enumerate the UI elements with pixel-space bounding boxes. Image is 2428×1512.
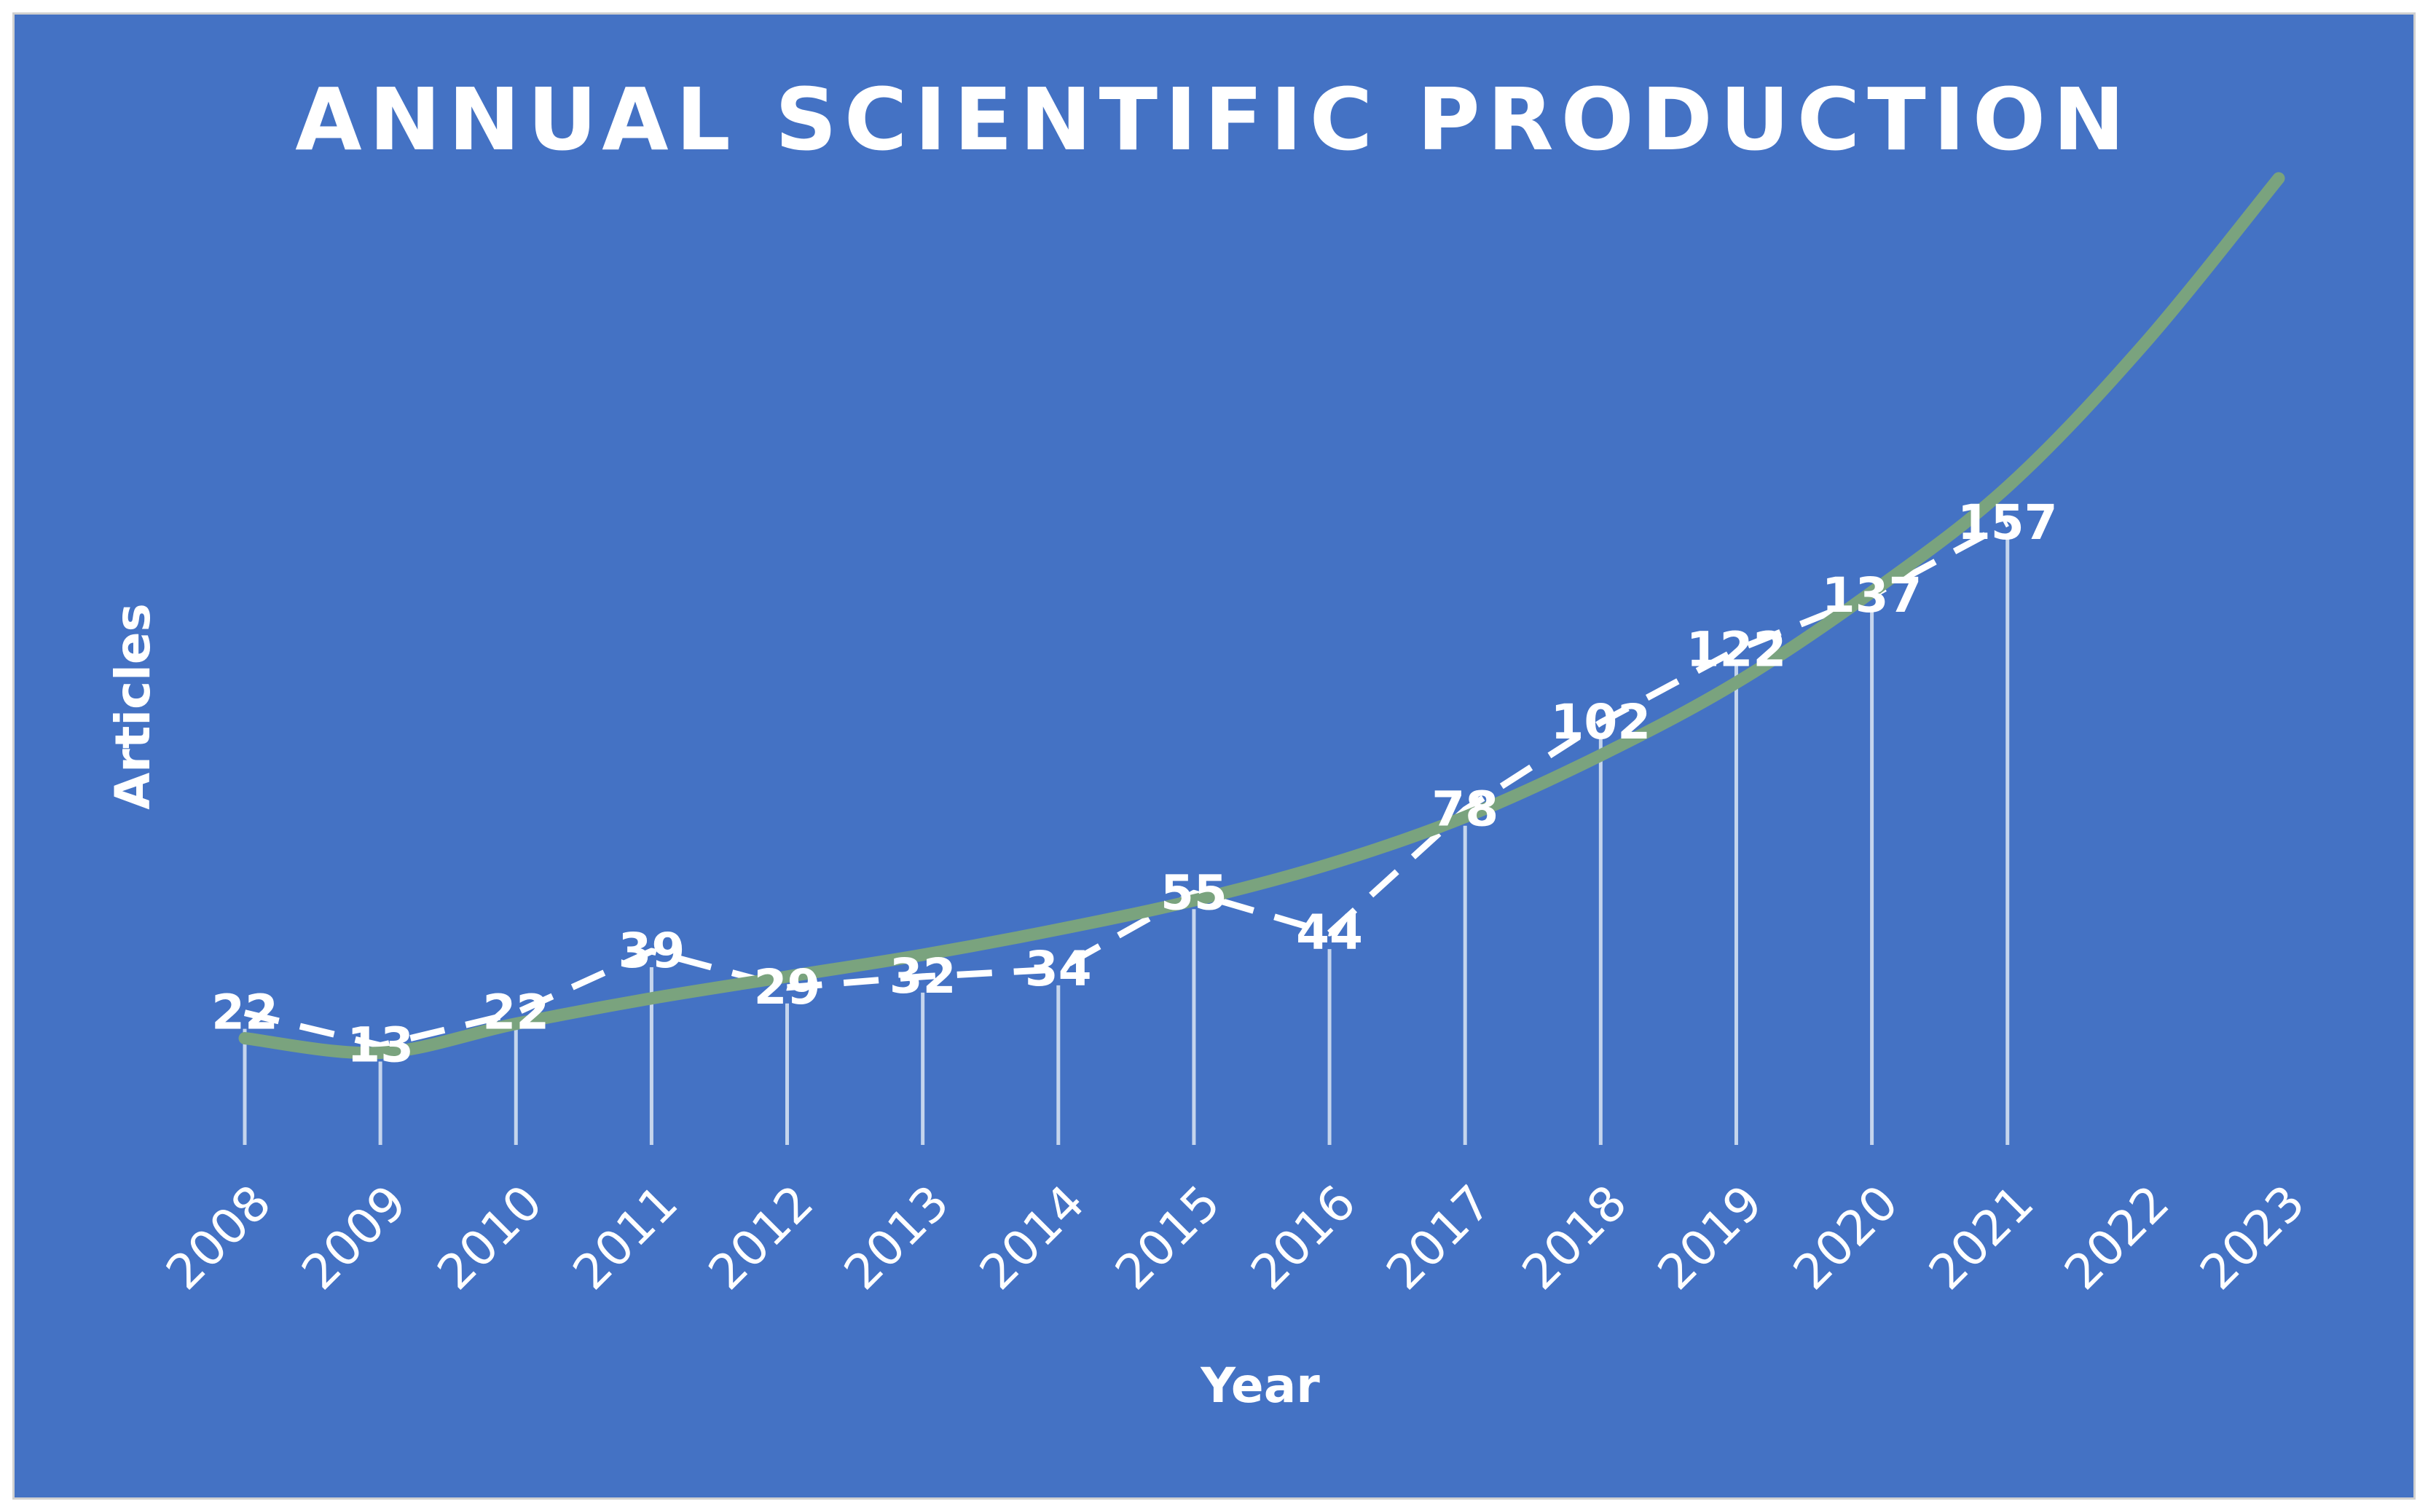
x-tick-2018: 2018 [1512, 1174, 1638, 1300]
data-label-2014: 34 [1025, 941, 1092, 997]
data-label-2017: 78 [1431, 781, 1498, 838]
articles-series-line [243, 520, 2009, 1050]
data-label-2019: 122 [1686, 621, 1787, 677]
x-tick-2021: 2021 [1918, 1174, 2044, 1300]
data-label-2018: 102 [1550, 694, 1651, 750]
data-label-2021: 157 [1957, 495, 2058, 551]
drop-lines [243, 539, 2010, 1145]
x-tick-2010: 2010 [427, 1174, 553, 1300]
x-tick-2013: 2013 [833, 1174, 959, 1300]
data-label-2015: 55 [1160, 865, 1227, 921]
data-label-2013: 32 [889, 948, 956, 1004]
x-axis-title: Year [1200, 1358, 1320, 1414]
data-label-2008: 22 [211, 985, 278, 1041]
data-label-2016: 44 [1296, 905, 1363, 961]
series-line-group [243, 520, 2009, 1050]
chart-panel [12, 12, 2416, 1500]
x-tick-2015: 2015 [1104, 1174, 1230, 1300]
data-label-2010: 22 [482, 985, 549, 1041]
x-tick-2011: 2011 [562, 1174, 688, 1300]
x-tick-2022: 2022 [2054, 1174, 2180, 1300]
y-axis-title: Articles [105, 603, 161, 810]
data-label-2009: 13 [347, 1017, 414, 1074]
x-tick-2020: 2020 [1783, 1174, 1909, 1300]
data-labels: 22 13 22 39 29 32 34 55 44 78 102 122 137 157 [211, 495, 2058, 1073]
x-tick-2019: 2019 [1647, 1174, 1773, 1300]
x-tick-labels: 2008 2009 2010 2011 2012 2013 2014 2015 2016 2017… [155, 1174, 2315, 1300]
chart-title: ANNUAL SCIENTIFIC PRODUCTION [295, 69, 2132, 170]
x-tick-2009: 2009 [291, 1174, 417, 1300]
trend-line-group [238, 172, 2285, 1060]
trend-line [238, 172, 2285, 1060]
x-tick-2014: 2014 [969, 1174, 1095, 1300]
data-label-2011: 39 [618, 923, 685, 979]
data-label-2020: 137 [1822, 567, 1922, 623]
x-tick-2012: 2012 [698, 1174, 824, 1300]
x-tick-2016: 2016 [1241, 1174, 1367, 1300]
x-tick-2017: 2017 [1376, 1174, 1502, 1300]
x-tick-2008: 2008 [155, 1174, 281, 1300]
data-label-2012: 29 [754, 959, 821, 1015]
x-tick-2023: 2023 [2189, 1174, 2315, 1300]
